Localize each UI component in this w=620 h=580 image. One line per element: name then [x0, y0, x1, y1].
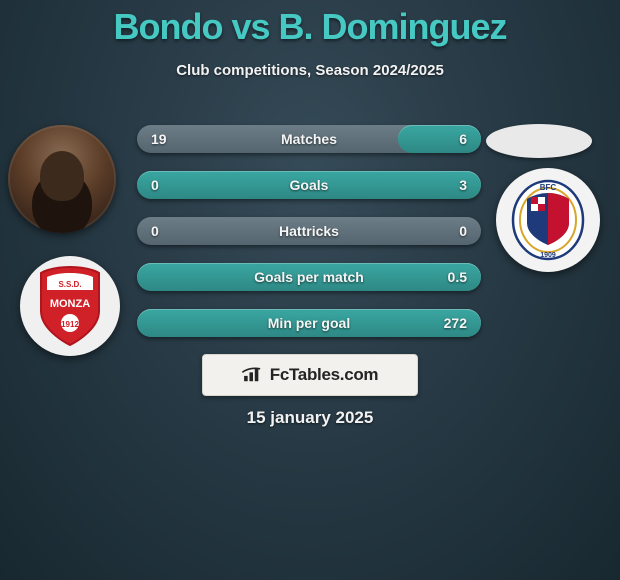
- stat-value-right: 272: [444, 309, 467, 337]
- branding-text: FcTables.com: [270, 365, 379, 385]
- stat-row: 19 Matches 6: [137, 125, 481, 153]
- stat-row: 0 Hattricks 0: [137, 217, 481, 245]
- stat-row: Goals per match 0.5: [137, 263, 481, 291]
- stat-value-right: 0.5: [448, 263, 467, 291]
- bar-chart-icon: [242, 367, 264, 383]
- monza-crest-icon: S.S.D. MONZA 1912: [35, 265, 105, 347]
- subtitle: Club competitions, Season 2024/2025: [0, 62, 620, 79]
- bologna-crest-icon: BFC 1909: [511, 179, 585, 261]
- stat-value-right: 0: [459, 217, 467, 245]
- svg-text:1912: 1912: [61, 320, 79, 329]
- branding-badge: FcTables.com: [202, 354, 418, 396]
- stat-label: Hattricks: [137, 217, 481, 245]
- stat-label: Min per goal: [137, 309, 481, 337]
- svg-text:S.S.D.: S.S.D.: [58, 280, 81, 289]
- stat-row: Min per goal 272: [137, 309, 481, 337]
- svg-text:MONZA: MONZA: [50, 298, 90, 310]
- team-right-crest: BFC 1909: [496, 168, 600, 272]
- stats-container: 19 Matches 6 0 Goals 3 0 Hattricks 0 Goa…: [137, 125, 481, 355]
- date-text: 15 january 2025: [0, 408, 620, 428]
- stat-value-right: 3: [459, 171, 467, 199]
- team-left-crest: S.S.D. MONZA 1912: [20, 256, 120, 356]
- stat-label: Matches: [137, 125, 481, 153]
- page-title: Bondo vs B. Dominguez: [0, 0, 620, 48]
- stat-label: Goals per match: [137, 263, 481, 291]
- player-left-avatar: [8, 125, 116, 233]
- stat-value-right: 6: [459, 125, 467, 153]
- svg-text:1909: 1909: [540, 252, 556, 259]
- svg-text:BFC: BFC: [540, 183, 557, 192]
- stat-row: 0 Goals 3: [137, 171, 481, 199]
- player-right-avatar: [486, 124, 592, 158]
- stat-label: Goals: [137, 171, 481, 199]
